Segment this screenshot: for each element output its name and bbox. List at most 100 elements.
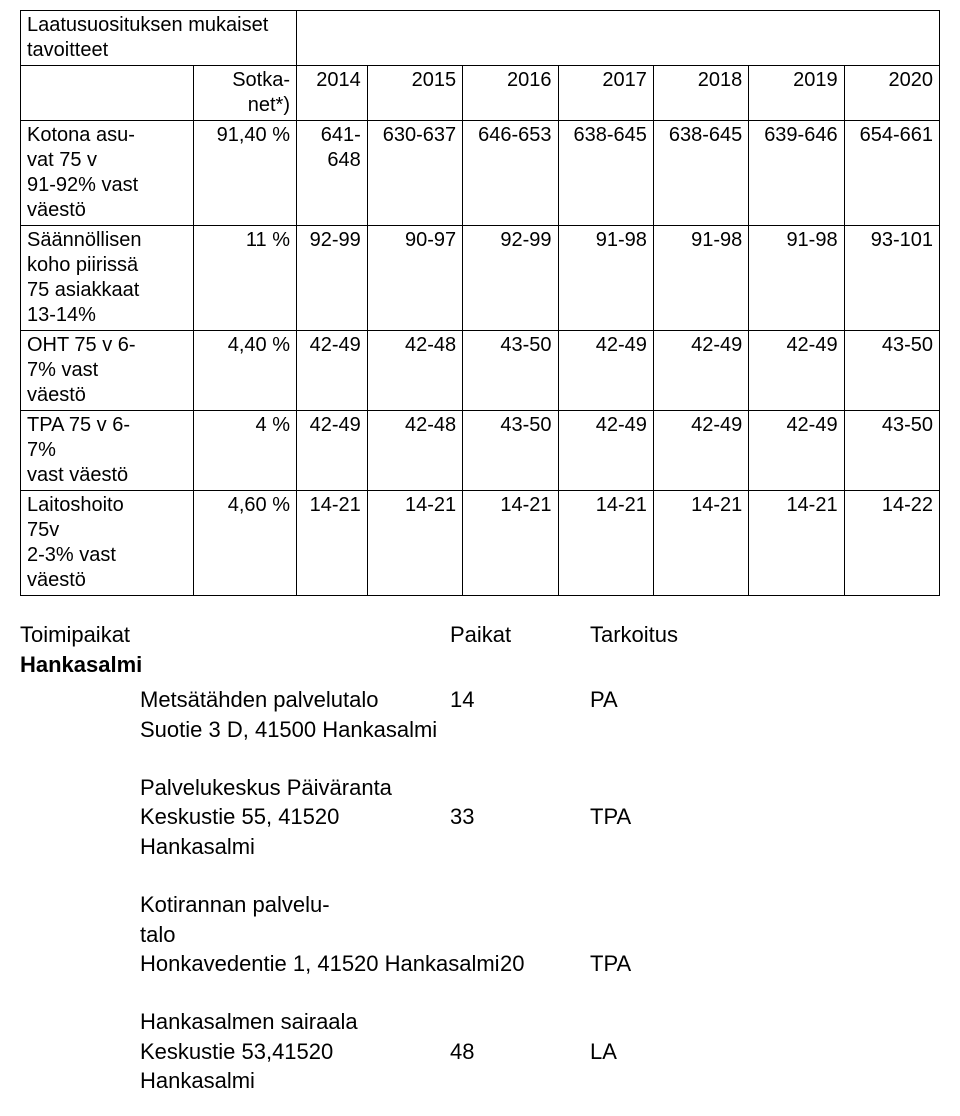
row-val: 14-21	[297, 491, 368, 596]
locations-header-col3: Tarkoitus	[590, 620, 790, 650]
page: Laatusuosituksen mukaiset tavoitteet Sot…	[0, 0, 960, 1116]
row-label-line: 7% vast	[27, 359, 98, 381]
targets-table: Laatusuosituksen mukaiset tavoitteet Sot…	[20, 10, 940, 596]
row-val: 43-50	[844, 411, 939, 491]
header-sotkanet-top: Sotka-	[232, 69, 290, 91]
location-row: Kotirannan palvelu-	[20, 890, 940, 920]
location-row: Keskustie 53,41520 Hankasalmi 48 LA	[20, 1037, 940, 1096]
row-val: 641- 648	[297, 121, 368, 226]
location-name: Palvelukeskus Päiväranta	[140, 773, 590, 803]
location-block: Metsätähden palvelutalo 14 PA Suotie 3 D…	[20, 685, 940, 744]
row-val: 14-21	[653, 491, 748, 596]
row-val: 43-50	[463, 411, 558, 491]
row-label-line: 13-14%	[27, 304, 96, 326]
location-addr: Suotie 3 D, 41500 Hankasalmi	[140, 715, 590, 745]
location-row: Palvelukeskus Päiväranta	[20, 773, 940, 803]
location-code: TPA	[590, 802, 690, 861]
row-val: 42-49	[297, 331, 368, 411]
table-title-row: Laatusuosituksen mukaiset tavoitteet	[21, 11, 940, 66]
row-label: Kotona asu- vat 75 v 91-92% vast väestö	[21, 121, 194, 226]
locations-header-col1: Toimipaikat	[20, 620, 450, 650]
row-label: Laitoshoito 75v 2-3% vast väestö	[21, 491, 194, 596]
row-val: 91-98	[749, 226, 844, 331]
row-val: 14-21	[463, 491, 558, 596]
row-val: 93-101	[844, 226, 939, 331]
row-label-line: 75v	[27, 519, 59, 541]
row-label-line: vat 75 v	[27, 149, 97, 171]
row-label-line: Kotona asu-	[27, 124, 135, 146]
locations-header: Toimipaikat Paikat Tarkoitus	[20, 620, 940, 650]
spacer	[20, 862, 940, 884]
row-val: 91-98	[653, 226, 748, 331]
row-pct: 4,60 %	[194, 491, 297, 596]
row-label-line: OHT 75 v 6-	[27, 334, 136, 356]
header-year-5: 2019	[749, 66, 844, 121]
row-val: 43-50	[463, 331, 558, 411]
row-val: 654-661	[844, 121, 939, 226]
row-val: 42-49	[558, 331, 653, 411]
table-header-row: Sotka- net*) 2014 2015 2016 2017 2018 20…	[21, 66, 940, 121]
row-pct: 4 %	[194, 411, 297, 491]
location-row: Metsätähden palvelutalo 14 PA	[20, 685, 940, 715]
locations-header-col2: Paikat	[450, 620, 590, 650]
row-pct: 11 %	[194, 226, 297, 331]
locations-region: Hankasalmi	[20, 650, 940, 680]
header-year-4: 2018	[653, 66, 748, 121]
location-code: PA	[590, 685, 690, 715]
location-name: Metsätähden palvelutalo	[140, 685, 450, 715]
row-val: 14-21	[749, 491, 844, 596]
location-num: 48	[450, 1037, 590, 1096]
table-row: Kotona asu- vat 75 v 91-92% vast väestö …	[21, 121, 940, 226]
row-label-line: koho piirissä	[27, 254, 138, 276]
row-val: 43-50	[844, 331, 939, 411]
row-label: OHT 75 v 6- 7% vast väestö	[21, 331, 194, 411]
row-val: 92-99	[297, 226, 368, 331]
row-label-line: väestö	[27, 199, 86, 221]
row-label-line: väestö	[27, 569, 86, 591]
row-label-line: 7%	[27, 439, 56, 461]
spacer	[20, 979, 940, 1001]
location-name-l1: Kotirannan palvelu-	[140, 890, 590, 920]
header-year-6: 2020	[844, 66, 939, 121]
location-addr: Keskustie 55, 41520 Hankasalmi	[140, 802, 450, 861]
row-label-line: 91-92% vast	[27, 174, 138, 196]
row-val: 42-49	[749, 411, 844, 491]
row-val: 638-645	[558, 121, 653, 226]
table-row: Säännöllisen koho piirissä 75 asiakkaat …	[21, 226, 940, 331]
header-sotkanet-bottom: net*)	[248, 94, 290, 116]
row-val-bottom: 648	[327, 149, 360, 171]
row-label-line: Laitoshoito	[27, 494, 124, 516]
header-sotkanet: Sotka- net*)	[194, 66, 297, 121]
header-year-0: 2014	[297, 66, 368, 121]
row-val: 639-646	[749, 121, 844, 226]
header-year-1: 2015	[367, 66, 462, 121]
table-row: OHT 75 v 6- 7% vast väestö 4,40 % 42-49 …	[21, 331, 940, 411]
header-blank	[21, 66, 194, 121]
row-val: 14-22	[844, 491, 939, 596]
row-val: 14-21	[367, 491, 462, 596]
location-row: talo	[20, 920, 940, 950]
row-val: 42-49	[558, 411, 653, 491]
location-addr: Keskustie 53,41520 Hankasalmi	[140, 1037, 450, 1096]
location-num: 20	[500, 949, 590, 979]
spacer	[20, 745, 940, 767]
location-row: Honkavedentie 1, 41520 Hankasalmi 20 TPA	[20, 949, 940, 979]
location-num: 33	[450, 802, 590, 861]
row-val: 638-645	[653, 121, 748, 226]
row-val: 646-653	[463, 121, 558, 226]
header-year-3: 2017	[558, 66, 653, 121]
row-label-line: 75 asiakkaat	[27, 279, 139, 301]
table-row: Laitoshoito 75v 2-3% vast väestö 4,60 % …	[21, 491, 940, 596]
row-val: 42-48	[367, 411, 462, 491]
row-val: 90-97	[367, 226, 462, 331]
location-addr: Honkavedentie 1, 41520 Hankasalmi	[140, 949, 500, 979]
row-val: 91-98	[558, 226, 653, 331]
row-label-line: vast väestö	[27, 464, 128, 486]
row-label: Säännöllisen koho piirissä 75 asiakkaat …	[21, 226, 194, 331]
header-year-2: 2016	[463, 66, 558, 121]
row-pct: 91,40 %	[194, 121, 297, 226]
row-val: 630-637	[367, 121, 462, 226]
location-block: Palvelukeskus Päiväranta Keskustie 55, 4…	[20, 773, 940, 862]
location-block: Kotirannan palvelu- talo Honkavedentie 1…	[20, 890, 940, 979]
location-row: Suotie 3 D, 41500 Hankasalmi	[20, 715, 940, 745]
